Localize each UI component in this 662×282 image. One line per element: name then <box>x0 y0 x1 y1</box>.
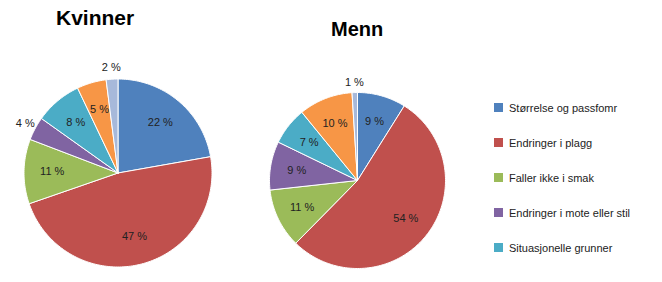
html-text:Kvinner: Kvinner <box>56 6 135 29</box>
html-text:Endringer i mote eller stil: Endringer i mote eller stil <box>509 206 631 219</box>
svg-text:54 %: 54 % <box>393 212 418 224</box>
html-text:Situasjonelle grunner: Situasjonelle grunner <box>509 241 613 254</box>
svg-text:5 %: 5 % <box>89 103 108 115</box>
svg-text:2 %: 2 % <box>101 61 120 73</box>
svg-text:4 %: 4 % <box>15 116 34 128</box>
svg-text:1 %: 1 % <box>345 76 364 88</box>
svg-text:10 %: 10 % <box>322 117 347 129</box>
html-text:Størrelse og passfomr: Størrelse og passfomr <box>509 101 618 114</box>
svg-text:22 %: 22 % <box>147 116 172 128</box>
svg-text:7 %: 7 % <box>300 136 319 148</box>
svg-text:9 %: 9 % <box>287 164 306 176</box>
svg-text:11 %: 11 % <box>40 165 64 177</box>
html-text:Faller ikke i smak: Faller ikke i smak <box>509 171 594 184</box>
svg-text:47 %: 47 % <box>121 230 146 242</box>
svg-text:11 %: 11 % <box>290 201 314 213</box>
html-text:Menn: Menn <box>331 18 384 40</box>
svg-text:9 %: 9 % <box>365 115 384 127</box>
svg-text:8 %: 8 % <box>66 116 85 128</box>
html-text:Endringer i plagg: Endringer i plagg <box>509 136 593 149</box>
